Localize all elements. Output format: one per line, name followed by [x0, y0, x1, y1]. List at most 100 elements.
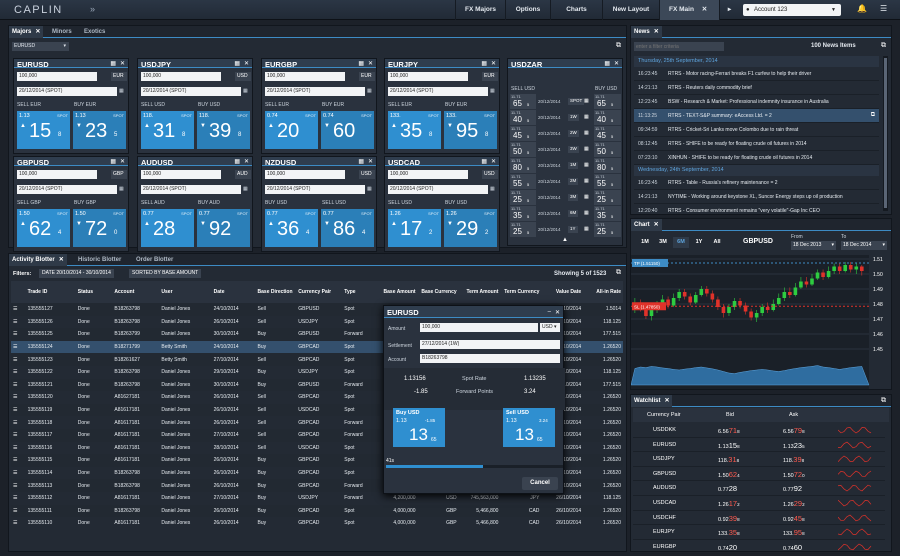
pair-select[interactable]: EURUSD ▾: [12, 42, 69, 51]
popout-icon[interactable]: ⧉: [616, 42, 621, 49]
row-menu-icon[interactable]: ☰: [13, 495, 18, 502]
range-1m[interactable]: 1M: [641, 239, 649, 245]
amount-input[interactable]: 100,000: [17, 72, 97, 81]
table-row[interactable]: ☰ 135555116 Done A81617181 Daniel Jones 28/10…: [11, 442, 623, 455]
row-menu-icon[interactable]: ☰: [13, 444, 18, 451]
news-item[interactable]: 12:20:40 RTRS - Consumer environment rema…: [634, 204, 879, 218]
calendar-icon[interactable]: ▦: [584, 226, 589, 232]
add-tab-button[interactable]: ▸: [719, 0, 739, 20]
ladder-ask[interactable]: 11.71 25 5: [594, 190, 621, 205]
ccy-select[interactable]: EUR: [359, 72, 375, 81]
table-row[interactable]: ☰ 135555126 Done B18263798 Daniel Jones 26/10…: [11, 316, 623, 329]
amount-input[interactable]: 100,000: [141, 72, 221, 81]
watch-ask[interactable]: 1.26292: [783, 499, 805, 508]
amount-input[interactable]: 100,000: [388, 72, 468, 81]
amount-input[interactable]: 100,000: [17, 170, 97, 179]
ladder-bid[interactable]: 11.71 55 5: [510, 174, 536, 189]
amount-input[interactable]: 100,000: [265, 170, 345, 179]
watch-ask[interactable]: 0.7460: [783, 542, 803, 552]
cancel-button[interactable]: Cancel: [522, 477, 558, 490]
ladder-ask[interactable]: 11.71 35 5: [594, 206, 621, 221]
column-header[interactable]: All-in Rate: [583, 281, 623, 303]
popout-icon[interactable]: ⧉: [870, 112, 875, 118]
watch-ask[interactable]: 0.7792: [783, 484, 803, 494]
date-input[interactable]: 20/12/2014 (SPOT): [141, 185, 241, 194]
popout-icon[interactable]: ⧉: [881, 42, 886, 49]
row-menu-icon[interactable]: ☰: [11, 504, 26, 518]
sell-price-button[interactable]: 1.13 SPOT ▲ 15 8: [17, 111, 70, 149]
news-filter-input[interactable]: [634, 42, 724, 51]
range-1y[interactable]: 1Y: [695, 239, 703, 245]
news-item[interactable]: 14:21:13 RTRS - Reuters daily commodity b…: [634, 81, 879, 95]
tenor-select[interactable]: 3M: [568, 194, 579, 201]
calendar-icon[interactable]: ▦: [584, 146, 589, 152]
ccy-select[interactable]: AUD: [235, 170, 251, 179]
sort-filter-chip[interactable]: SORTED BY BASE AMOUNT: [129, 269, 202, 278]
tenor-select[interactable]: 1W: [568, 114, 579, 121]
row-menu-icon[interactable]: ☰: [11, 353, 26, 366]
amount-input[interactable]: 100,000: [388, 170, 468, 179]
row-menu-icon[interactable]: ☰: [11, 328, 26, 341]
ladder-bid[interactable]: 11.71 25 5: [510, 190, 536, 205]
close-icon[interactable]: ✕: [613, 61, 619, 67]
sell-price-button[interactable]: 1.50 SPOT ▲ 62 4: [17, 209, 70, 247]
watch-bid[interactable]: 1.13158: [718, 440, 740, 450]
column-header[interactable]: Account: [112, 281, 160, 303]
tab-order-blotter[interactable]: Order Blotter: [136, 257, 174, 263]
watchlist-row[interactable]: USDCHF 0.92398 0.92458: [633, 511, 885, 526]
column-header[interactable]: Base Direction: [255, 281, 297, 303]
close-icon[interactable]: ✕: [701, 6, 708, 13]
column-header[interactable]: Status: [75, 281, 113, 303]
column-header[interactable]: Term Currency: [500, 281, 542, 303]
date-filter-chip[interactable]: DATE 20/10/2014 - 30/10/2014: [39, 269, 114, 278]
watch-bid[interactable]: 1.26172: [718, 499, 740, 508]
calculator-icon[interactable]: ▦: [110, 159, 116, 165]
column-header[interactable]: Base Currency: [417, 281, 459, 303]
candlestick-chart[interactable]: 1.51 1.50 1.49 1.48 1.47 1.46 1.45 TP (1.51150)…: [631, 255, 891, 389]
minimize-icon[interactable]: –: [547, 309, 551, 315]
column-header[interactable]: Trade ID: [25, 281, 76, 303]
column-header[interactable]: [11, 281, 26, 303]
news-item[interactable]: 14:21:13 NYTIME - Working around keystone…: [634, 190, 879, 204]
menu-icon[interactable]: ☰: [880, 4, 888, 13]
news-item[interactable]: 08:12:45 RTRS - SHIFE to be ready for flo…: [634, 137, 879, 151]
ccy-select[interactable]: USD: [359, 170, 375, 179]
tab-options[interactable]: Options: [505, 0, 550, 20]
ladder-bid[interactable]: 11.71 25 5: [510, 222, 536, 237]
news-item[interactable]: 09:34:59 RTRS - Cricket-Sri Lanks move Co…: [634, 123, 879, 137]
buy-price-button[interactable]: 133. SPOT ▼ 95 8: [444, 111, 497, 149]
popout-icon[interactable]: ⧉: [616, 269, 621, 276]
watch-bid[interactable]: 1.50624: [718, 469, 740, 479]
buy-price-button[interactable]: 1.50 SPOT ▼ 72 0: [73, 209, 126, 247]
watch-bid[interactable]: 133.358: [718, 528, 740, 538]
tab-charts[interactable]: Charts: [550, 0, 602, 20]
tenor-select[interactable]: 1Y: [568, 226, 578, 233]
ladder-bid[interactable]: 11.71 65 5: [510, 94, 536, 109]
row-menu-icon[interactable]: ☰: [13, 369, 18, 376]
tenor-select[interactable]: 3W: [568, 146, 579, 153]
account-input[interactable]: B18263798: [420, 354, 560, 363]
close-icon[interactable]: ✕: [490, 61, 496, 67]
watch-ask[interactable]: 1.50720: [783, 469, 805, 479]
sell-price-button[interactable]: 133. SPOT ▲ 35 8: [388, 111, 441, 149]
watchlist-row[interactable]: EURJPY 133.358 133.958: [633, 525, 885, 540]
ccy-select[interactable]: USD ▾: [540, 323, 560, 332]
tab-fx-majors[interactable]: FX Majors: [455, 0, 505, 20]
calculator-icon[interactable]: ▦: [481, 61, 487, 67]
calculator-icon[interactable]: ▦: [358, 61, 364, 67]
calculator-icon[interactable]: ▦: [358, 159, 364, 165]
news-scrollbar[interactable]: [883, 56, 888, 211]
column-header[interactable]: Type: [342, 281, 380, 303]
close-icon[interactable]: ✕: [367, 159, 373, 165]
watchlist-row[interactable]: USDJPY 118.318 118.398: [633, 452, 885, 467]
row-menu-icon[interactable]: ☰: [11, 428, 26, 442]
watchlist-row[interactable]: USDCAD 1.26172 1.26292: [633, 496, 885, 511]
watch-bid[interactable]: 6.56718: [718, 426, 740, 435]
calculator-icon[interactable]: ▦: [481, 159, 487, 165]
row-menu-icon[interactable]: ☰: [11, 303, 26, 316]
buy-price-button[interactable]: 0.77 SPOT ▼ 86 4: [321, 209, 374, 247]
tab-majors[interactable]: Majors ✕: [9, 26, 44, 38]
watch-bid[interactable]: 118.318: [718, 455, 740, 465]
row-menu-icon[interactable]: ☰: [11, 403, 26, 417]
close-icon[interactable]: ✕: [58, 257, 64, 263]
